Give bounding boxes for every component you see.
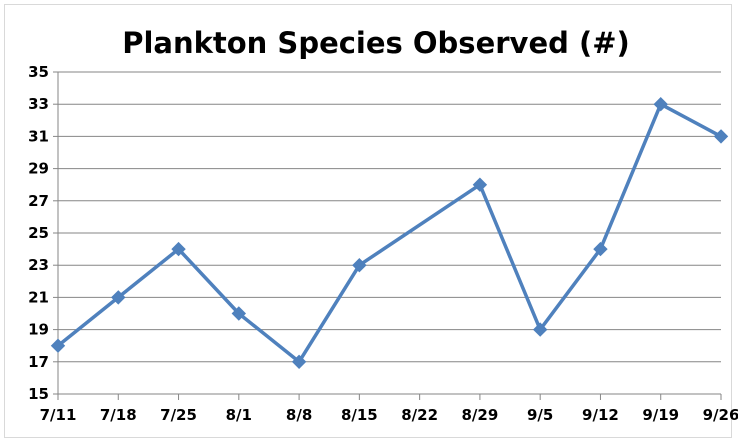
x-tick-label: 8/29 bbox=[462, 406, 499, 424]
x-tick-label: 8/1 bbox=[226, 406, 252, 424]
x-tick-label: 9/5 bbox=[527, 406, 553, 424]
data-point bbox=[593, 241, 608, 257]
x-tick-label: 9/26 bbox=[703, 406, 738, 424]
y-axis-ticks: 15 17 19 21 23 25 27 29 31 33 35 bbox=[28, 63, 58, 403]
x-tick-label: 8/22 bbox=[401, 406, 438, 424]
y-tick-label: 29 bbox=[28, 160, 49, 178]
x-tick-label: 7/18 bbox=[100, 406, 137, 424]
y-tick-label: 27 bbox=[28, 192, 49, 210]
chart-title: Plankton Species Observed (#) bbox=[122, 26, 630, 60]
data-point bbox=[713, 129, 729, 144]
y-tick-label: 17 bbox=[28, 353, 49, 371]
y-tick-label: 25 bbox=[28, 224, 49, 242]
series-group bbox=[50, 96, 729, 370]
data-point bbox=[291, 354, 307, 370]
x-tick-label: 7/25 bbox=[160, 406, 197, 424]
x-axis-ticks: 7/11 7/18 7/25 8/1 8/8 8/15 8/22 8/29 9/5 9/12 9/1… bbox=[40, 394, 738, 424]
y-tick-label: 19 bbox=[28, 321, 49, 339]
data-point bbox=[50, 338, 66, 353]
y-tick-label: 21 bbox=[28, 288, 49, 306]
y-tick-label: 31 bbox=[28, 127, 49, 145]
data-point bbox=[352, 257, 367, 273]
data-point bbox=[532, 322, 548, 337]
x-tick-label: 8/15 bbox=[341, 406, 378, 424]
y-tick-label: 15 bbox=[28, 385, 49, 403]
data-point bbox=[472, 177, 488, 192]
x-tick-label: 8/8 bbox=[286, 406, 312, 424]
data-point bbox=[231, 306, 247, 321]
data-point bbox=[653, 96, 668, 112]
x-tick-label: 9/19 bbox=[642, 406, 679, 424]
gridlines bbox=[57, 71, 721, 395]
x-tick-label: 9/12 bbox=[582, 406, 619, 424]
x-tick-label: 7/11 bbox=[40, 406, 77, 424]
y-tick-label: 33 bbox=[28, 95, 49, 113]
y-tick-label: 23 bbox=[28, 256, 49, 274]
y-tick-label: 35 bbox=[28, 63, 49, 81]
data-point bbox=[111, 290, 126, 305]
data-point bbox=[171, 241, 186, 257]
